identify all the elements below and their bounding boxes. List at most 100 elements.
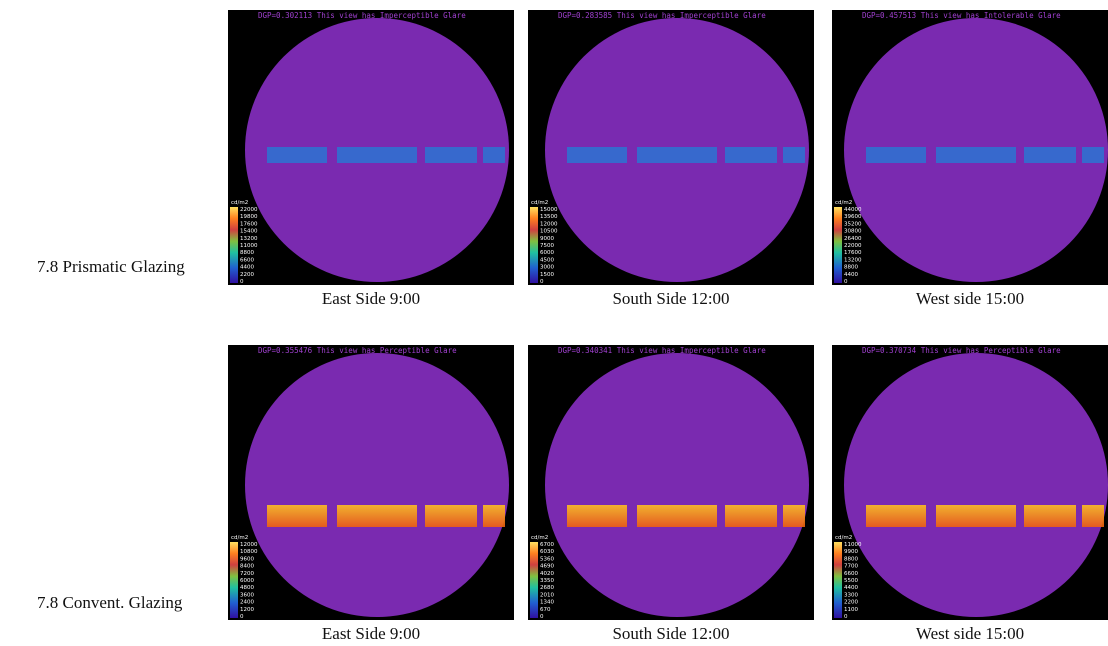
row-label: 7.8 Prismatic Glazing	[37, 257, 185, 276]
legend-value: 4800	[240, 585, 254, 591]
legend-bar	[834, 207, 842, 283]
legend-unit: cd/m2	[835, 200, 852, 206]
legend-value: 2400	[240, 600, 254, 606]
row-label: 7.8 Convent. Glazing	[37, 593, 183, 612]
panel: DGP=0.370734 This view has Perceptible G…	[832, 345, 1108, 643]
legend-value: 35200	[844, 221, 862, 227]
window-strip	[425, 147, 477, 163]
legend-value: 3000	[540, 265, 554, 271]
window-strip	[866, 505, 926, 527]
window-strip	[337, 505, 417, 527]
panel: DGP=0.302113 This view has Imperceptible…	[228, 10, 514, 308]
legend-value: 30800	[844, 229, 862, 235]
dgp-text: DGP=0.370734 This view has Perceptible G…	[862, 346, 1061, 355]
window-strip	[866, 147, 926, 163]
window-strip	[637, 505, 717, 527]
legend-value: 39600	[844, 214, 862, 220]
legend-value: 15000	[540, 207, 558, 213]
legend-value: 5360	[540, 556, 554, 562]
fisheye-view	[245, 353, 509, 617]
legend-value: 15400	[240, 229, 258, 235]
window-strip	[567, 147, 627, 163]
legend-value: 17600	[844, 250, 862, 256]
caption: South Side 12:00	[612, 289, 729, 308]
legend-value: 1500	[540, 272, 554, 278]
legend-value: 10800	[240, 549, 258, 555]
legend-value: 7700	[844, 564, 858, 570]
window-strip	[936, 147, 1016, 163]
legend-value: 2680	[540, 585, 554, 591]
legend-value: 10500	[540, 229, 558, 235]
dgp-text: DGP=0.340341 This view has Imperceptible…	[558, 346, 766, 355]
legend-value: 7200	[240, 571, 254, 577]
dgp-text: DGP=0.355476 This view has Perceptible G…	[258, 346, 457, 355]
caption: West side 15:00	[916, 624, 1024, 643]
legend-bar	[530, 542, 538, 618]
legend-value: 8400	[240, 564, 254, 570]
window-strip	[637, 147, 717, 163]
legend-value: 7500	[540, 243, 554, 249]
legend-value: 19800	[240, 214, 258, 220]
legend-value: 12000	[540, 221, 558, 227]
caption: East Side 9:00	[322, 289, 420, 308]
legend-value: 6000	[540, 250, 554, 256]
legend-value: 6000	[240, 578, 254, 584]
window-strip	[267, 147, 327, 163]
legend-value: 1200	[240, 607, 254, 613]
legend-value: 6700	[540, 542, 554, 548]
legend-bar	[230, 207, 238, 283]
legend-value: 22000	[844, 243, 862, 249]
fisheye-view	[545, 353, 809, 617]
panel: DGP=0.457513 This view has Intolerable G…	[832, 10, 1108, 308]
legend-value: 9000	[540, 236, 554, 242]
window-strip	[783, 147, 805, 163]
window-strip	[337, 147, 417, 163]
legend-value: 9900	[844, 549, 858, 555]
caption: West side 15:00	[916, 289, 1024, 308]
panel: DGP=0.340341 This view has Imperceptible…	[528, 345, 814, 643]
caption: South Side 12:00	[612, 624, 729, 643]
legend-value: 13200	[844, 257, 862, 263]
legend-value: 0	[844, 279, 848, 285]
legend-value: 9600	[240, 556, 254, 562]
legend-value: 11000	[844, 542, 862, 548]
window-strip	[725, 505, 777, 527]
window-strip	[1082, 147, 1104, 163]
legend-value: 3600	[240, 592, 254, 598]
legend-value: 12000	[240, 542, 258, 548]
legend-value: 4500	[540, 257, 554, 263]
legend-value: 3350	[540, 578, 554, 584]
legend-bar	[834, 542, 842, 618]
legend-value: 3300	[844, 592, 858, 598]
window-strip	[1024, 147, 1076, 163]
window-strip	[483, 505, 505, 527]
legend-value: 4690	[540, 564, 554, 570]
window-strip	[1082, 505, 1104, 527]
legend-value: 6600	[844, 571, 858, 577]
legend-unit: cd/m2	[531, 535, 548, 541]
legend-value: 8800	[240, 250, 254, 256]
legend-bar	[530, 207, 538, 283]
dgp-text: DGP=0.302113 This view has Imperceptible…	[258, 11, 466, 20]
legend-value: 1100	[844, 607, 858, 613]
legend-value: 6600	[240, 257, 254, 263]
window-strip	[783, 505, 805, 527]
legend-value: 8800	[844, 265, 858, 271]
legend-unit: cd/m2	[231, 535, 248, 541]
fisheye-view	[844, 353, 1108, 617]
legend-value: 4400	[844, 272, 858, 278]
panel: DGP=0.355476 This view has Perceptible G…	[228, 345, 514, 643]
legend-unit: cd/m2	[531, 200, 548, 206]
legend-value: 11000	[240, 243, 258, 249]
legend-value: 0	[844, 614, 848, 620]
legend-value: 8800	[844, 556, 858, 562]
legend-value: 0	[540, 279, 544, 285]
legend-unit: cd/m2	[231, 200, 248, 206]
legend-value: 44000	[844, 207, 862, 213]
figure: 7.8 Prismatic Glazing DGP=0.302113 This v…	[0, 0, 1108, 646]
legend-value: 13200	[240, 236, 258, 242]
window-strip	[425, 505, 477, 527]
legend-unit: cd/m2	[835, 535, 852, 541]
legend-value: 17600	[240, 221, 258, 227]
legend-value: 670	[540, 607, 551, 613]
